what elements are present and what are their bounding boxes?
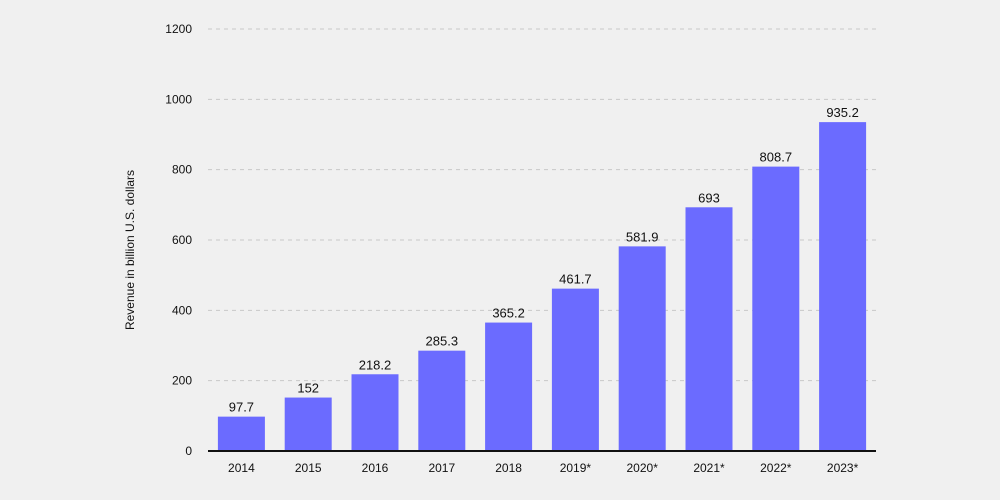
y-tick-label: 0 — [185, 444, 192, 458]
data-label: 365.2 — [492, 306, 525, 321]
bar-2021 — [685, 207, 733, 451]
data-label: 808.7 — [760, 150, 793, 165]
data-label: 581.9 — [626, 229, 659, 244]
data-label: 461.7 — [559, 272, 592, 287]
bar-2017 — [418, 350, 466, 451]
data-labels: 97.7 152 218.2 285.3 365.2 461.7 581.9 693 808.7… — [229, 105, 859, 415]
x-axis-ticks: 2014 2015 2016 2017 2018 2019* 2020* 2021* 2022*… — [228, 461, 859, 475]
y-axis-ticks: 0 200 400 600 800 1000 1200 — [165, 22, 192, 458]
bar-2016 — [351, 374, 399, 451]
bar-2015 — [284, 397, 332, 451]
bar-2018 — [485, 322, 533, 451]
bars — [217, 122, 867, 451]
y-tick-label: 1000 — [165, 92, 192, 106]
data-label: 152 — [297, 381, 319, 396]
y-tick-label: 600 — [172, 233, 192, 247]
x-tick-label: 2018 — [495, 461, 522, 475]
x-tick-label: 2016 — [362, 461, 389, 475]
data-label: 935.2 — [826, 105, 859, 120]
x-tick-label: 2015 — [295, 461, 322, 475]
data-label: 285.3 — [426, 334, 459, 349]
data-label: 693 — [698, 190, 720, 205]
y-tick-label: 400 — [172, 303, 192, 317]
bar-2022 — [752, 166, 800, 451]
data-label: 97.7 — [229, 400, 254, 415]
y-tick-label: 800 — [172, 163, 192, 177]
bar-2020 — [618, 246, 666, 451]
x-tick-label: 2022* — [760, 461, 792, 475]
x-tick-label: 2017 — [428, 461, 455, 475]
bar-2014 — [217, 416, 265, 451]
y-tick-label: 200 — [172, 374, 192, 388]
y-axis-title: Revenue in billion U.S. dollars — [123, 170, 137, 330]
x-tick-label: 2014 — [228, 461, 255, 475]
x-tick-label: 2020* — [627, 461, 659, 475]
bar-2019 — [551, 288, 599, 451]
y-tick-label: 1200 — [165, 22, 192, 36]
x-tick-label: 2023* — [827, 461, 859, 475]
x-tick-label: 2021* — [693, 461, 725, 475]
x-tick-label: 2019* — [560, 461, 592, 475]
bar-2023 — [819, 122, 867, 451]
data-label: 218.2 — [359, 357, 392, 372]
